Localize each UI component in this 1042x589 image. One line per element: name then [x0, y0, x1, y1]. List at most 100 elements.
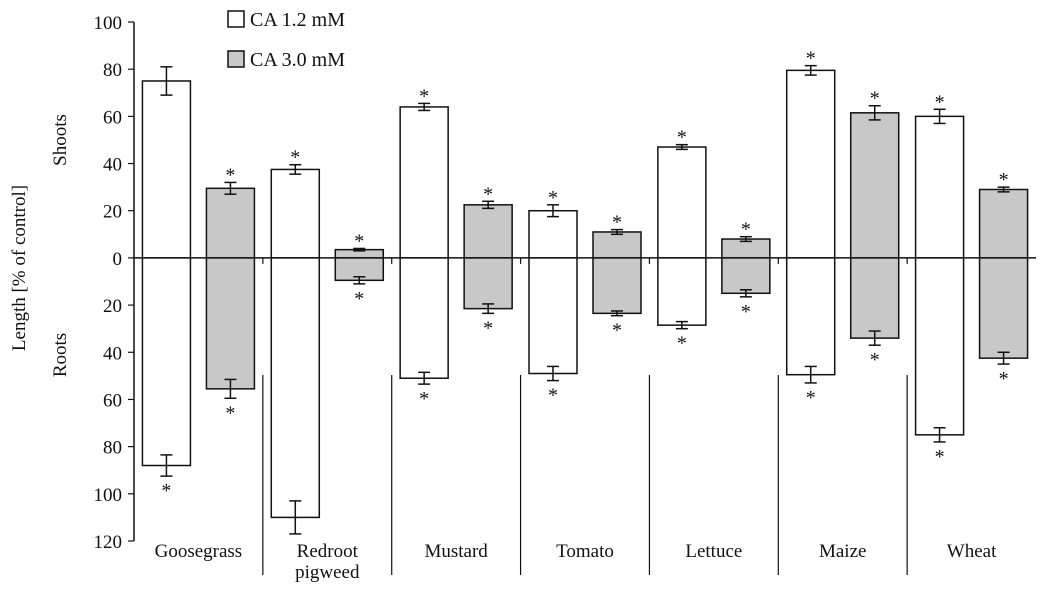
sig-marker-roots: * — [354, 288, 364, 310]
bar-shoots-ca-1-2-mm-lettuce — [657, 146, 707, 259]
bar-shoots-ca-3-0-mm-mustard — [463, 204, 513, 259]
error-bar-shoots-ca-3-0-mm-goosegrass — [224, 181, 237, 195]
sig-marker-shoots: * — [806, 48, 816, 70]
error-bar-shoots-ca-1-2-mm-wheat — [933, 108, 946, 125]
bar-shoots-ca-1-2-mm-tomato — [528, 209, 578, 259]
category-label-mustard: Mustard — [424, 541, 488, 562]
category-labels: Goosegrass Redroot pigweed Mustard Tomato Let… — [155, 541, 997, 583]
sig-marker-roots: * — [225, 402, 235, 424]
sig-marker-roots: * — [612, 320, 622, 342]
error-bar-shoots-ca-1-2-mm-mustard — [418, 102, 431, 112]
sig-marker-roots: * — [677, 333, 687, 355]
sig-marker-roots: * — [935, 446, 945, 468]
bar-roots-ca-1-2-mm-wheat — [914, 257, 965, 436]
error-bar-roots-ca-1-2-mm-wheat — [933, 427, 946, 443]
sig-marker-roots: * — [161, 480, 171, 502]
roots-label: Roots — [50, 333, 71, 377]
y-tick-label: 0 — [113, 249, 123, 270]
sig-marker-shoots: * — [225, 164, 235, 186]
sig-marker-roots: * — [483, 317, 493, 339]
bar-roots-ca-1-2-mm-tomato — [528, 257, 578, 375]
y-tick-label: 40 — [103, 155, 122, 176]
error-bar-shoots-ca-1-2-mm-lettuce — [675, 143, 688, 151]
sig-marker-shoots: * — [548, 187, 558, 209]
y-tick-label: 100 — [94, 13, 123, 34]
bar-roots-ca-3-0-mm-maize — [849, 257, 900, 339]
bar-shoots-ca-3-0-mm-tomato — [592, 231, 642, 259]
y-tick-label: 60 — [103, 390, 122, 411]
sig-marker-shoots: * — [483, 183, 493, 205]
error-bar-shoots-ca-3-0-mm-lettuce — [739, 235, 752, 243]
significance-markers: * * * * * * * * * * * * * * * * * * * * * * * * * * — [161, 48, 1008, 502]
error-bar-roots-ca-1-2-mm-mustard — [418, 371, 431, 385]
error-bar-roots-ca-3-0-mm-redroot-pigweed — [353, 276, 366, 285]
category-label-lettuce: Lettuce — [685, 541, 742, 562]
legend-label-ca-3-0: CA 3.0 mM — [250, 49, 345, 71]
bar-shoots-ca-1-2-mm-maize — [785, 69, 836, 259]
sig-marker-shoots: * — [419, 85, 429, 107]
error-bar-shoots-ca-3-0-mm-tomato — [611, 228, 623, 236]
sig-marker-roots: * — [419, 388, 429, 410]
bars — [141, 69, 1029, 519]
bar-roots-ca-3-0-mm-wheat — [978, 257, 1029, 359]
sig-marker-shoots: * — [870, 88, 880, 110]
error-bar-roots-ca-1-2-mm-tomato — [547, 365, 559, 382]
sig-marker-shoots: * — [354, 230, 364, 252]
sig-marker-roots: * — [548, 385, 558, 407]
category-label-wheat: Wheat — [947, 541, 997, 562]
category-label-maize: Maize — [819, 541, 866, 562]
error-bar-roots-ca-3-0-mm-tomato — [611, 310, 623, 317]
error-bars — [160, 64, 1010, 535]
legend: CA 1.2 mM CA 3.0 mM — [227, 9, 345, 71]
error-bar-roots-ca-3-0-mm-wheat — [997, 351, 1010, 365]
bar-shoots-ca-3-0-mm-goosegrass — [205, 187, 256, 259]
shoots-label: Shoots — [50, 114, 71, 166]
error-bar-shoots-ca-3-0-mm-maize — [868, 104, 881, 121]
sig-marker-shoots: * — [741, 219, 751, 241]
error-bar-roots-ca-1-2-mm-goosegrass — [160, 454, 173, 477]
sig-marker-shoots: * — [290, 147, 300, 169]
sig-marker-shoots: * — [677, 127, 687, 149]
bar-shoots-ca-3-0-mm-wheat — [978, 188, 1029, 259]
y-tick-label: 60 — [103, 107, 122, 128]
legend-swatch-ca-1-2 — [227, 10, 245, 28]
category-label-redroot-pigweed: Redroot pigweed — [295, 541, 360, 583]
legend-label-ca-1-2: CA 1.2 mM — [250, 9, 345, 31]
bar-roots-ca-1-2-mm-lettuce — [657, 257, 707, 326]
error-bar-roots-ca-3-0-mm-lettuce — [739, 289, 752, 298]
bar-roots-ca-3-0-mm-tomato — [592, 257, 642, 315]
error-bar-shoots-ca-1-2-mm-maize — [804, 64, 817, 76]
error-bar-roots-ca-1-2-mm-redroot-pigweed — [289, 500, 302, 535]
bar-roots-ca-1-2-mm-maize — [785, 257, 836, 376]
error-bar-roots-ca-1-2-mm-lettuce — [675, 320, 688, 330]
error-bar-roots-ca-3-0-mm-goosegrass — [224, 378, 237, 400]
y-axis-ticks: 100 80 60 40 20 0 20 40 60 80 100 120 — [94, 13, 134, 553]
category-label-tomato: Tomato — [556, 541, 614, 562]
error-bar-shoots-ca-1-2-mm-goosegrass — [160, 66, 173, 96]
error-bar-shoots-ca-1-2-mm-redroot-pigweed — [289, 163, 302, 175]
error-bar-roots-ca-1-2-mm-maize — [804, 365, 817, 384]
sig-marker-shoots: * — [999, 169, 1009, 191]
bar-shoots-ca-1-2-mm-goosegrass — [141, 80, 192, 259]
error-bar-shoots-ca-1-2-mm-tomato — [547, 204, 559, 218]
sig-marker-roots: * — [806, 387, 816, 409]
bar-shoots-ca-1-2-mm-mustard — [399, 106, 449, 259]
bar-roots-ca-3-0-mm-goosegrass — [205, 257, 256, 390]
bar-shoots-ca-1-2-mm-wheat — [914, 115, 965, 259]
sig-marker-roots: * — [870, 349, 880, 371]
axes-frame — [133, 22, 1036, 575]
bar-roots-ca-1-2-mm-redroot-pigweed — [270, 257, 321, 519]
bar-roots-ca-1-2-mm-mustard — [399, 257, 449, 379]
bar-roots-ca-3-0-mm-lettuce — [721, 257, 771, 295]
error-bar-shoots-ca-3-0-mm-mustard — [482, 200, 495, 210]
y-tick-label: 20 — [103, 202, 122, 223]
error-bar-shoots-ca-3-0-mm-redroot-pigweed — [353, 247, 366, 252]
bar-roots-ca-1-2-mm-goosegrass — [141, 257, 192, 467]
bar-roots-ca-3-0-mm-mustard — [463, 257, 513, 310]
legend-swatch-ca-3-0 — [227, 50, 245, 68]
y-tick-label: 20 — [103, 296, 122, 317]
y-tick-label: 100 — [94, 485, 123, 506]
error-bar-roots-ca-3-0-mm-mustard — [482, 303, 495, 315]
y-tick-label: 120 — [94, 532, 123, 553]
